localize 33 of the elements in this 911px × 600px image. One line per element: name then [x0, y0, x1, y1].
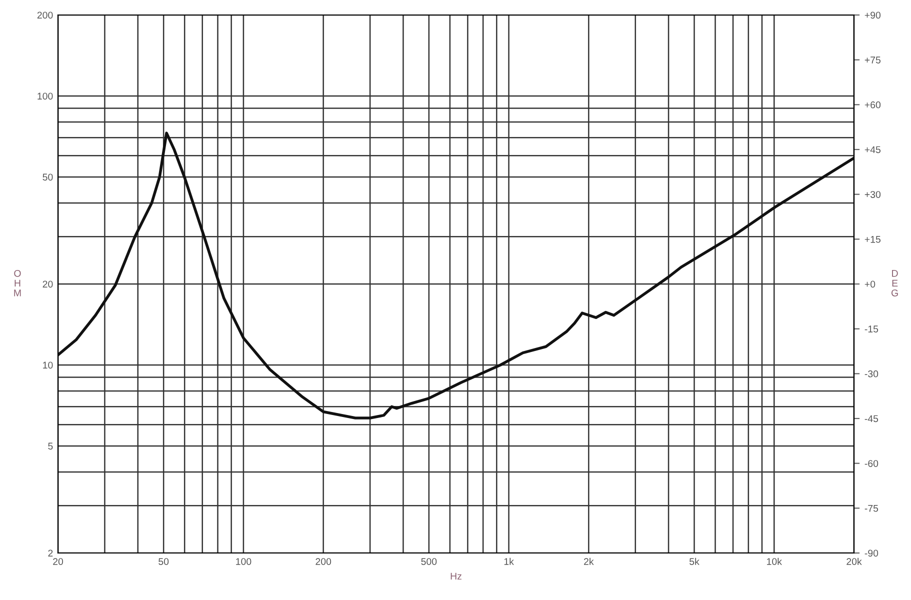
x-tick-label: 10k — [767, 558, 782, 565]
y-tick-label: 5 — [48, 442, 53, 450]
y2-tick-label: -75 — [864, 505, 878, 512]
y2-tick-label: -30 — [864, 370, 878, 378]
x-tick-label: 2k — [584, 558, 594, 565]
y2-tick-label: +0 — [864, 280, 876, 288]
x-tick-label: 200 — [316, 558, 332, 565]
y2-axis-title: DEG — [892, 270, 898, 296]
y2-tick-label: -15 — [864, 326, 878, 332]
y-tick-label: 50 — [42, 174, 53, 181]
y-tick-label: 200 — [37, 12, 53, 19]
x-tick-label: 20 — [53, 558, 64, 565]
x-tick-label: 100 — [236, 558, 252, 565]
x-axis-title: Hz — [450, 572, 462, 580]
y-tick-label: 2 — [48, 550, 53, 557]
x-tick-label: 20k — [846, 558, 862, 565]
y2-tick-label: +15 — [864, 236, 880, 243]
y2-tick-label: +30 — [864, 191, 881, 198]
x-tick-label: 5k — [690, 558, 700, 565]
x-tick-label: 1k — [504, 558, 514, 565]
y2-tick-label: +75 — [864, 56, 880, 64]
y-tick-label: 10 — [43, 362, 53, 369]
x-tick-label: 500 — [421, 558, 437, 565]
y-tick-label: 100 — [38, 92, 53, 100]
y2-tick-label: -45 — [864, 415, 878, 422]
y2-tick-label: +45 — [864, 146, 880, 154]
y2-tick-label: +60 — [864, 101, 881, 108]
y-tick-label: 20 — [42, 280, 53, 288]
x-tick-label: 50 — [158, 558, 169, 565]
y2-tick-label: -90 — [864, 550, 878, 557]
y2-tick-label: +90 — [864, 12, 881, 19]
y2-tick-label: -60 — [864, 460, 878, 467]
y-axis-title: OHM — [14, 270, 21, 296]
